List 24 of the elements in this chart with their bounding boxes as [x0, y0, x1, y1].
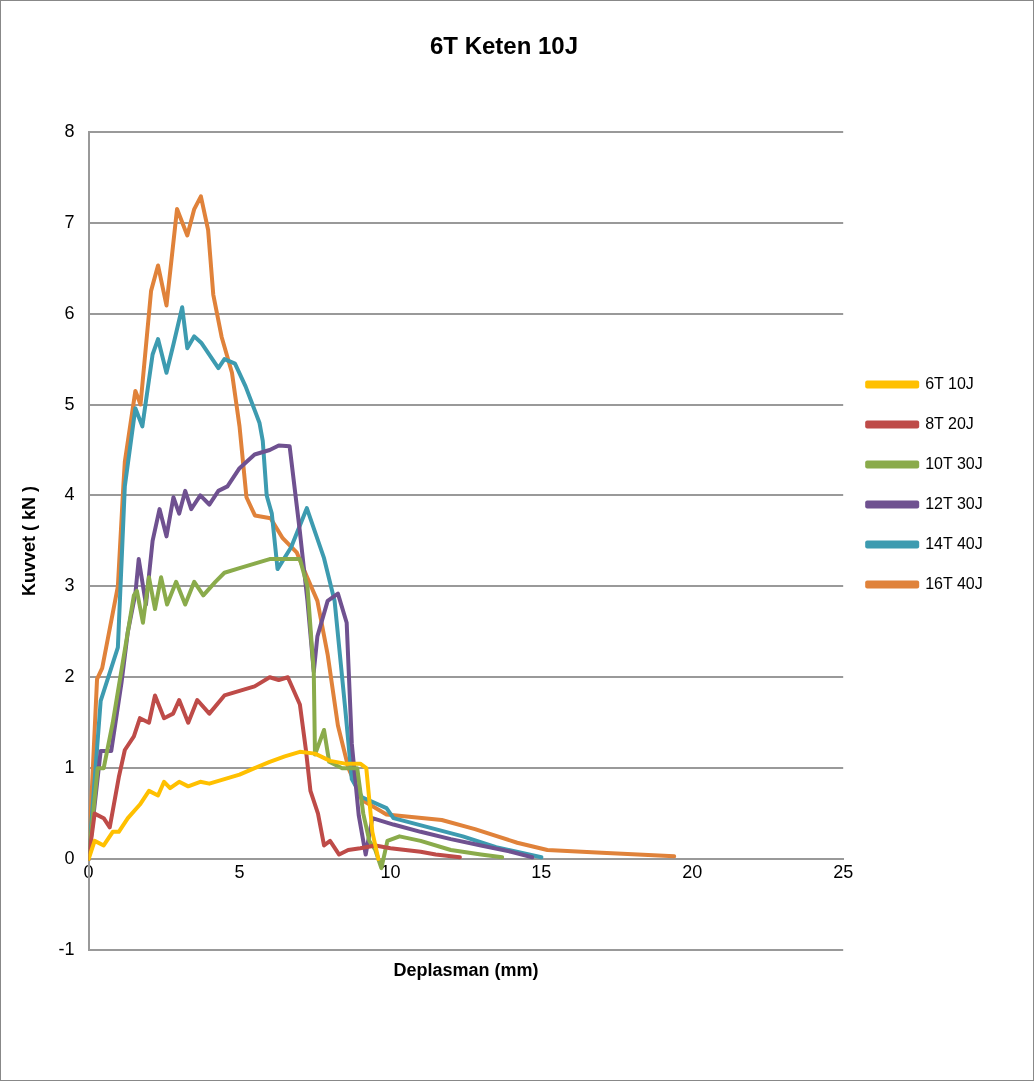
legend-label: 6T 10J — [925, 374, 974, 392]
y-tick-label: 5 — [64, 393, 75, 414]
y-tick-label: 1 — [64, 757, 75, 778]
legend-label: 16T 40J — [925, 574, 983, 592]
y-tick-label: 4 — [64, 484, 75, 505]
y-axis-title: Kuvvet ( kN ) — [18, 485, 39, 596]
x-tick-label: 15 — [531, 861, 552, 882]
legend-label: 10T 30J — [925, 454, 983, 472]
y-tick-label: 7 — [64, 211, 75, 232]
y-tick-label: 0 — [64, 848, 75, 869]
y-tick-label: 2 — [64, 666, 75, 687]
x-tick-label: 10 — [380, 861, 401, 882]
y-tick-label: 3 — [64, 575, 75, 596]
legend-label: 12T 30J — [925, 494, 983, 512]
x-tick-label: 20 — [682, 861, 703, 882]
legend-label: 14T 40J — [925, 534, 983, 552]
legend-label: 8T 20J — [925, 414, 974, 432]
y-tick-label: -1 — [58, 938, 75, 959]
y-tick-label: 6 — [64, 302, 75, 323]
y-tick-label: 8 — [64, 120, 75, 141]
x-axis-title: Deplasman (mm) — [393, 959, 539, 980]
chart-title: 6T Keten 10J — [429, 32, 579, 60]
x-tick-label: 5 — [234, 861, 245, 882]
x-tick-label: 25 — [833, 861, 854, 882]
